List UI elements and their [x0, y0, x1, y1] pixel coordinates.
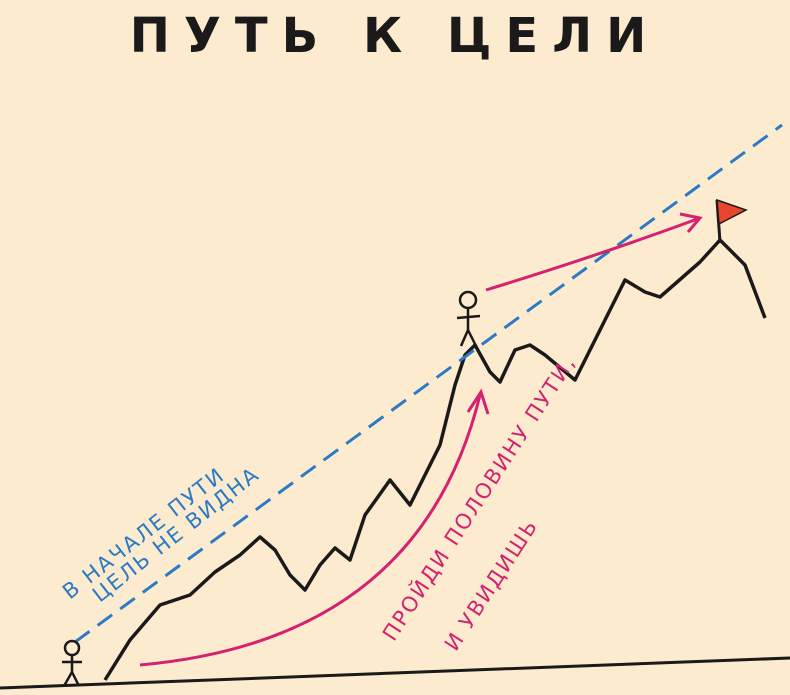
goal-arrow-head [679, 212, 703, 233]
flag-icon [715, 198, 748, 243]
goal-arrow [485, 216, 701, 292]
progress-arrow [139, 394, 482, 667]
ground-line [0, 656, 790, 690]
page-title: ПУТЬ К ЦЕЛИ [129, 8, 661, 64]
dashed-sightline [74, 123, 783, 644]
stick-figure-start-icon [62, 639, 82, 687]
mountain-path [103, 238, 767, 681]
progress-arrow-head [466, 388, 490, 415]
stick-figure-middle-icon [456, 290, 481, 347]
